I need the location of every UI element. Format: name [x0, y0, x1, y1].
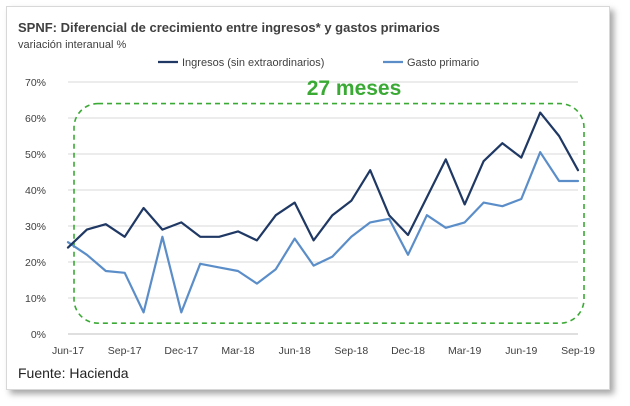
x-tick-label: Jun-19: [505, 345, 537, 357]
gridlines: [68, 81, 578, 335]
series-layer: [66, 111, 580, 314]
x-tick-label: Dec-18: [391, 345, 425, 357]
y-axis: 0% 10% 20% 30% 40% 50% 60% 70%: [25, 77, 46, 341]
y-tick-label: 30%: [25, 221, 46, 233]
y-tick-label: 50%: [25, 149, 46, 161]
highlight-box-layer: [73, 102, 585, 325]
highlight-box: [73, 102, 585, 325]
chart-subtitle: variación interanual %: [18, 39, 126, 51]
legend: Ingresos (sin extraordinarios) Gasto prim…: [158, 57, 479, 69]
x-tick-label: Sep-18: [334, 345, 368, 357]
x-tick-label: Mar-19: [448, 345, 481, 357]
legend-label-0: Ingresos (sin extraordinarios): [182, 57, 324, 69]
x-tick-label: Dec-17: [164, 345, 198, 357]
chart-frame: [6, 6, 610, 390]
x-axis: Jun-17 Sep-17 Dec-17 Mar-18 Jun-18 Sep-18 Dec-…: [52, 345, 595, 357]
x-tick-label: Sep-19: [561, 345, 595, 357]
x-tick-label: Mar-18: [221, 345, 254, 357]
series-line-1: [66, 151, 580, 314]
chart-title: SPNF: Diferencial de crecimiento entre i…: [18, 20, 440, 35]
source-note: Fuente: Hacienda: [18, 365, 129, 381]
y-tick-label: 40%: [25, 185, 46, 197]
y-tick-label: 10%: [25, 293, 46, 305]
x-tick-label: Sep-17: [108, 345, 142, 357]
x-tick-label: Jun-17: [52, 345, 84, 357]
legend-label-1: Gasto primario: [407, 57, 479, 69]
series-line-0: [66, 111, 580, 249]
y-tick-label: 70%: [25, 77, 46, 89]
x-tick-label: Jun-18: [279, 345, 311, 357]
y-tick-label: 20%: [25, 257, 46, 269]
y-tick-label: 60%: [25, 113, 46, 125]
annotation-27-meses: 27 meses: [307, 77, 402, 100]
y-tick-label: 0%: [31, 329, 46, 341]
